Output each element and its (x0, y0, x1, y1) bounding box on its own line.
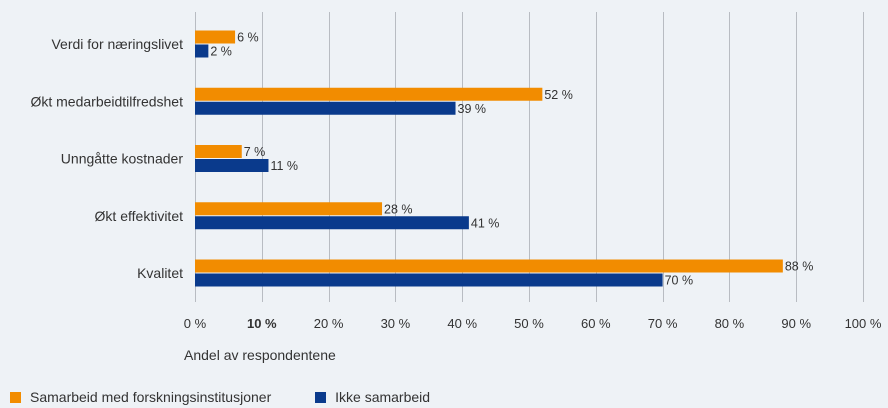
bar (195, 216, 469, 230)
legend-label: Samarbeid med forskningsinstitusjoner (30, 389, 272, 405)
legend-item-ikke-samarbeid: Ikke samarbeid (315, 389, 430, 405)
x-tick-label: 70 % (648, 316, 678, 331)
data-label: 11 % (270, 159, 298, 173)
x-tick-label: 100 % (845, 316, 882, 331)
bar (195, 145, 242, 158)
data-label: 7 % (244, 145, 266, 159)
category-label: Økt effektivitet (95, 208, 184, 224)
bar (195, 273, 663, 287)
x-tick-label: 20 % (314, 316, 344, 331)
data-label: 28 % (384, 202, 413, 216)
legend-label: Ikke samarbeid (335, 389, 431, 405)
data-label: 70 % (665, 274, 694, 288)
x-axis-label: Andel av respondentene (184, 347, 336, 363)
legend-swatch-blue (315, 392, 327, 403)
x-tick-label: 10 % (247, 316, 277, 331)
legend-item-samarbeid: Samarbeid med forskningsinstitusjoner (10, 389, 271, 405)
data-label: 39 % (458, 102, 487, 116)
data-label: 6 % (237, 31, 259, 45)
bar (195, 30, 236, 44)
labels: 0 % 10 % 20 % 30 % 40 % 50 % 60 % 70 % 80 % 90 % 1… (30, 31, 881, 332)
category-label: Økt medarbeidtilfredshet (30, 93, 183, 109)
bar (195, 159, 269, 172)
category-label: Unngåtte kostnader (61, 151, 184, 167)
data-label: 2 % (210, 45, 232, 59)
data-label: 88 % (785, 260, 814, 274)
bar (195, 259, 783, 273)
gridlines (195, 12, 864, 302)
legend-swatch-orange (10, 392, 21, 403)
x-tick-label: 80 % (715, 316, 745, 331)
category-label: Verdi for næringslivet (51, 36, 183, 52)
x-tick-label: 30 % (381, 316, 411, 331)
x-tick-label: 90 % (781, 316, 811, 331)
bar (195, 202, 383, 216)
bar (195, 87, 543, 101)
bar (195, 101, 456, 115)
legend: Samarbeid med forskningsinstitusjoner Ik… (10, 389, 470, 405)
bar (195, 44, 209, 58)
x-tick-label: 40 % (447, 316, 477, 331)
data-label: 41 % (471, 216, 500, 230)
x-tick-label: 60 % (581, 316, 611, 331)
x-tick-label: 0 % (184, 316, 207, 331)
data-label: 52 % (544, 88, 573, 102)
x-tick-label: 50 % (514, 316, 544, 331)
bars (195, 30, 783, 287)
category-label: Kvalitet (137, 265, 183, 281)
